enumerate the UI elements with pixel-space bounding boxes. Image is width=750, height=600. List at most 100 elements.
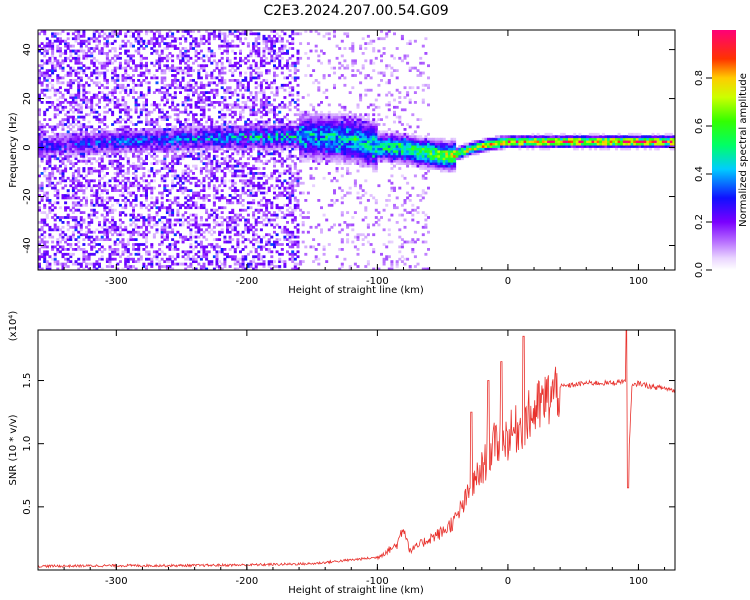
heatmap-cell — [239, 142, 242, 146]
heatmap-cell — [267, 34, 271, 38]
heatmap-cell — [228, 216, 232, 219]
heatmap-cell — [105, 265, 109, 268]
heatmap-cell — [220, 132, 224, 136]
heatmap-cell — [103, 98, 107, 102]
heatmap-cell — [173, 128, 177, 131]
heatmap-cell — [192, 248, 195, 251]
heatmap-cell — [280, 248, 284, 251]
heatmap-cell — [95, 159, 99, 163]
heatmap-cell — [77, 181, 81, 185]
heatmap-cell — [137, 74, 141, 77]
heatmap-cell — [163, 137, 167, 141]
heatmap-cell — [137, 243, 141, 246]
heatmap-cell — [283, 96, 287, 99]
heatmap-cell — [236, 128, 240, 131]
heatmap-cell — [134, 248, 138, 251]
heatmap-cell — [246, 142, 250, 146]
heatmap-cell — [179, 145, 182, 148]
heatmap-cell — [145, 66, 148, 70]
heatmap-cell — [296, 137, 300, 141]
heatmap-cell — [192, 203, 195, 207]
heatmap-cell — [210, 54, 214, 58]
heatmap-cell — [147, 30, 151, 33]
heatmap-cell — [74, 191, 78, 195]
heatmap-cell — [181, 69, 185, 72]
heatmap-cell — [194, 101, 198, 104]
heatmap-cell — [186, 199, 190, 202]
heatmap-cell — [202, 265, 206, 268]
heatmap-cell — [265, 248, 269, 251]
heatmap-cell — [137, 96, 141, 99]
heatmap-cell — [262, 93, 266, 97]
heatmap-cell — [126, 130, 130, 134]
heatmap-cell — [288, 47, 292, 50]
heatmap-cell — [145, 225, 148, 229]
heatmap-cell — [184, 130, 188, 134]
heatmap-cell — [74, 118, 78, 121]
heatmap-cell — [108, 147, 112, 151]
heatmap-cell — [116, 162, 120, 165]
heatmap-cell — [118, 91, 122, 94]
heatmap-cell — [205, 245, 209, 249]
heatmap-cell — [118, 115, 122, 119]
heatmap-cell — [66, 137, 70, 141]
heatmap-cell — [82, 218, 86, 222]
heatmap-cell — [288, 181, 292, 185]
heatmap-cell — [56, 262, 60, 266]
heatmap-cell — [262, 125, 266, 129]
heatmap-cell — [296, 91, 300, 94]
heatmap-cell — [77, 223, 81, 227]
heatmap-cell — [137, 79, 141, 82]
heatmap-cell — [124, 196, 128, 200]
heatmap-cell — [184, 235, 188, 239]
heatmap-cell — [241, 108, 245, 112]
heatmap-cell — [228, 59, 232, 63]
heatmap-cell — [241, 164, 245, 168]
heatmap-cell — [252, 47, 256, 50]
heatmap-cell — [296, 145, 300, 148]
heatmap-cell — [87, 179, 91, 183]
heatmap-cell — [215, 91, 219, 94]
heatmap-cell — [257, 125, 261, 129]
heatmap-cell — [48, 265, 52, 268]
heatmap-cell — [278, 186, 282, 190]
heatmap-cell — [113, 30, 117, 33]
heatmap-cell — [69, 184, 73, 188]
heatmap-cell — [241, 147, 245, 151]
heatmap-cell — [142, 42, 146, 45]
heatmap-cell — [53, 186, 57, 190]
heatmap-cell — [145, 238, 148, 241]
heatmap-cell — [202, 199, 206, 202]
heatmap-cell — [199, 167, 203, 170]
heatmap-cell — [293, 167, 297, 170]
heatmap-cell — [56, 201, 60, 205]
heatmap-cell — [192, 93, 195, 97]
heatmap-cell — [100, 189, 104, 192]
heatmap-cell — [296, 128, 300, 131]
heatmap-cell — [218, 115, 222, 119]
heatmap-cell — [228, 201, 232, 205]
heatmap-cell — [165, 44, 169, 48]
heatmap-cell — [189, 145, 193, 148]
heatmap-cell — [241, 208, 245, 212]
heatmap-cell — [87, 76, 91, 80]
heatmap-cell — [231, 147, 235, 151]
heatmap-cell — [173, 257, 177, 261]
heatmap-cell — [246, 179, 250, 183]
heatmap-cell — [283, 123, 287, 126]
heatmap-cell — [58, 61, 62, 65]
heatmap-cell — [215, 150, 219, 153]
heatmap-cell — [267, 37, 271, 41]
heatmap-cell — [270, 110, 274, 114]
heatmap-cell — [275, 130, 279, 134]
heatmap-cell — [275, 142, 279, 146]
heatmap-cell — [66, 265, 70, 268]
heatmap-cell — [165, 230, 169, 234]
heatmap-cell — [105, 130, 109, 134]
heatmap-cell — [236, 98, 240, 102]
heatmap-cell — [218, 103, 222, 107]
heatmap-cell — [108, 59, 112, 63]
heatmap-cell — [192, 135, 195, 139]
heatmap-cell — [74, 154, 78, 158]
heatmap-cell — [179, 235, 182, 239]
